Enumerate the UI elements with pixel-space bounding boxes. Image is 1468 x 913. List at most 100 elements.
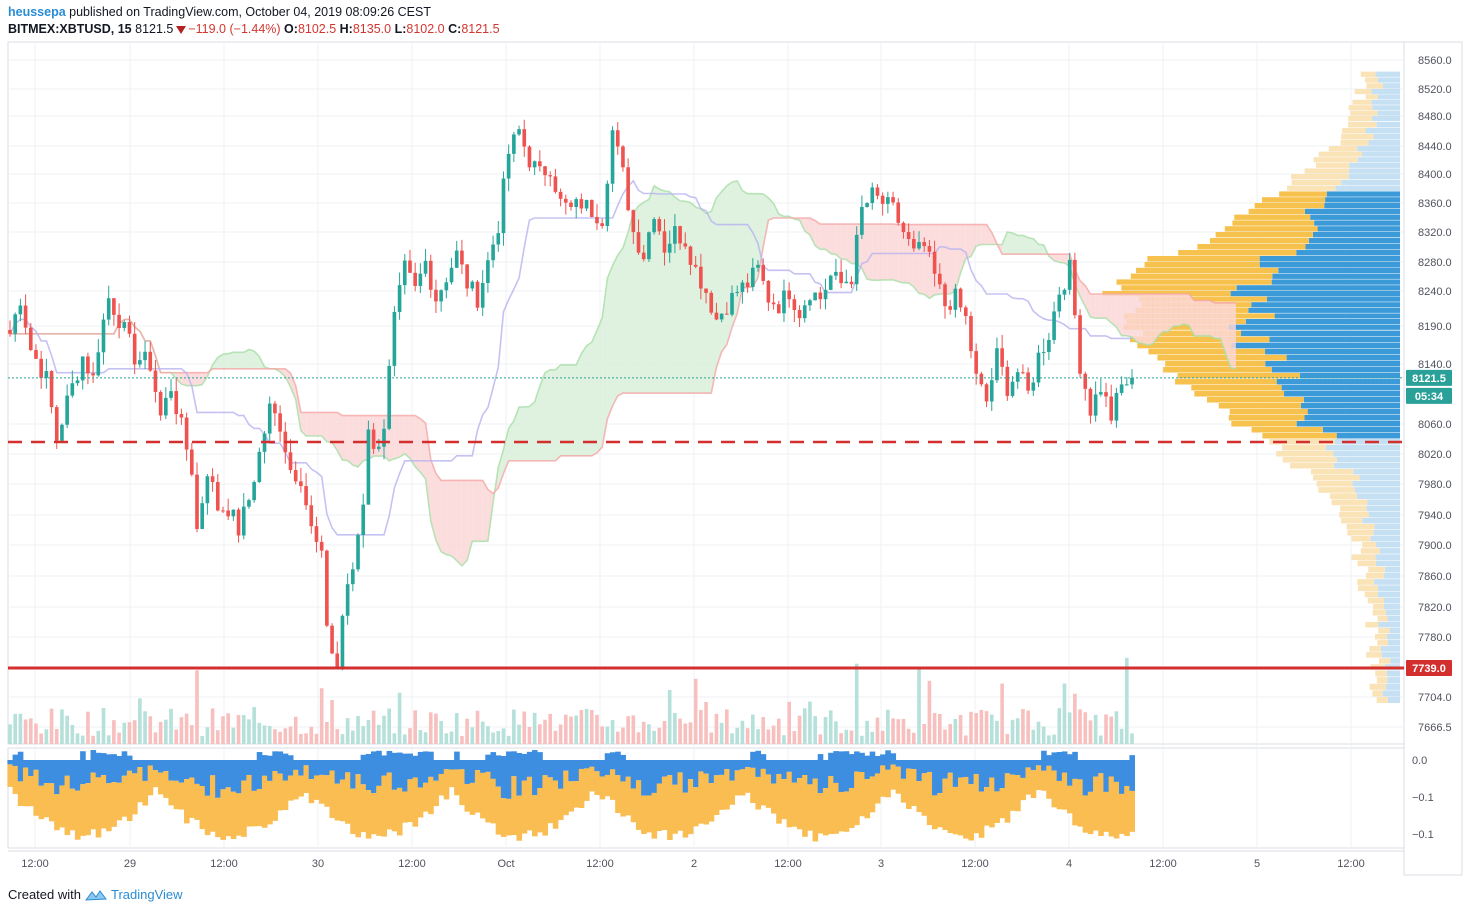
oscillator-tick-label: 0.0 (1412, 755, 1427, 767)
oscillator-positive-bar (869, 751, 876, 760)
oscillator-blue-bar (59, 760, 65, 786)
candle-body (158, 391, 163, 416)
candle-body (1010, 381, 1015, 396)
oscillator-blue-bar (890, 760, 897, 765)
candle-body (330, 625, 334, 654)
price-tick-label: 8480.0 (1418, 111, 1452, 123)
volume-profile-up-bar (1351, 536, 1371, 542)
candle-body (532, 161, 537, 168)
cloud-segment (737, 180, 743, 314)
oscillator-blue-bar (854, 760, 860, 772)
oscillator-blue-bar (402, 760, 408, 792)
volume-bar (1010, 719, 1015, 744)
candle-body (538, 161, 542, 167)
oscillator-blue-bar (937, 760, 943, 794)
volume-bar (683, 723, 688, 744)
oscillator-blue-bar (308, 760, 315, 780)
candle-body (886, 197, 890, 204)
volume-bar (652, 730, 656, 744)
cloud-segment (1163, 293, 1169, 332)
candle-body (844, 281, 849, 284)
volume-bar (600, 726, 604, 744)
volume-bar (543, 719, 547, 744)
oscillator-blue-bar (54, 760, 60, 795)
oscillator-negative-bar (28, 775, 34, 807)
candle-body (1119, 384, 1124, 393)
candle-body (730, 292, 734, 315)
oscillator-negative-bar (80, 784, 86, 836)
oscillator-blue-bar (599, 760, 606, 777)
volume-bar (28, 718, 33, 744)
oscillator-negative-bar (952, 786, 959, 835)
oscillator-negative-bar (407, 779, 413, 823)
cloud-segment (1147, 293, 1153, 346)
author-name[interactable]: heussepa (8, 5, 66, 19)
cloud-segment (222, 353, 229, 369)
cloud-segment (1126, 293, 1132, 338)
cloud-segment (924, 224, 930, 299)
oscillator-negative-bar (303, 765, 310, 793)
volume-profile-up-bar (1282, 445, 1327, 451)
oscillator-negative-bar (345, 772, 351, 824)
cloud-segment (929, 224, 935, 299)
oscillator-negative-bar (22, 767, 29, 807)
oscillator-negative-bar (209, 775, 216, 832)
oscillator-negative-bar (880, 765, 886, 797)
oscillator-blue-bar (407, 760, 413, 780)
tradingview-brand[interactable]: TradingView (110, 887, 183, 902)
candle-body (496, 233, 501, 245)
oscillator-blue-bar (241, 760, 247, 781)
current-price-badge: 8121.5 (1412, 373, 1446, 385)
candle-body (382, 428, 386, 447)
ichimoku-cloud (9, 179, 1237, 568)
cloud-segment (347, 415, 353, 465)
oscillator-blue-bar (656, 760, 663, 784)
candle-body (13, 314, 18, 334)
volume-bar (641, 721, 646, 744)
oscillator-positive-bar (80, 751, 86, 760)
volume-bar (195, 670, 199, 744)
price-axis-frame (1403, 41, 1463, 876)
oscillator-negative-bar (204, 795, 211, 836)
volume-profile-down-bar (1380, 646, 1400, 652)
oscillator-blue-bar (578, 760, 585, 769)
cloud-segment (622, 232, 629, 394)
candle-body (195, 474, 199, 530)
cloud-segment (711, 197, 717, 394)
volume-bar (709, 732, 714, 744)
oscillator-blue-bar (121, 760, 128, 776)
volume-bar (647, 724, 651, 744)
volume-profile-up-bar (1341, 134, 1374, 140)
volume-profile-down-bar (1372, 105, 1400, 111)
oscillator-blue-bar (589, 760, 595, 767)
oscillator-negative-bar (750, 767, 756, 804)
volume-bar (444, 733, 449, 744)
candle-body (771, 302, 776, 305)
volume-profile-up-bar (1367, 597, 1385, 604)
volume-profile-down-bar (1348, 174, 1400, 180)
oscillator-negative-bar (786, 771, 793, 828)
axes: 8560.0 8520.0 8480.0 8440.0 8400.0 8360.0 8320… (21, 55, 1452, 870)
volume-profile-down-bar (1361, 151, 1400, 157)
base-line (9, 179, 1132, 536)
volume-profile-down-bar (1373, 530, 1400, 536)
oscillator-negative-bar (360, 784, 367, 833)
oscillator-positive-bar (890, 753, 897, 760)
volume-profile-up-bar (1357, 560, 1376, 567)
oscillator-blue-bar (817, 760, 824, 794)
oscillator-blue-bar (365, 760, 372, 791)
oscillator-negative-bar (38, 785, 45, 820)
cloud-segment (300, 412, 307, 436)
candle-body (143, 351, 147, 361)
cloud-segment (1038, 244, 1044, 255)
volume-profile-up-bar (1378, 628, 1390, 634)
volume-bar (730, 733, 734, 744)
candle-body (423, 260, 428, 274)
cloud-segment (950, 224, 956, 294)
candle-body (454, 250, 459, 268)
oscillator-negative-bar (287, 775, 294, 801)
cloud-segment (742, 190, 748, 288)
oscillator-negative-bar (635, 780, 642, 830)
oscillator-blue-bar (859, 760, 865, 772)
